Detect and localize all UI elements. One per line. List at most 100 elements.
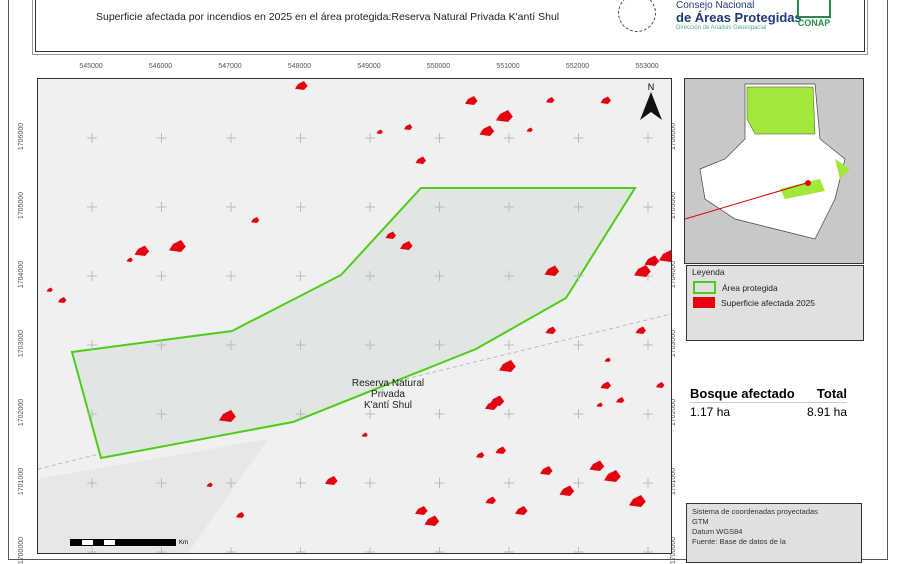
grid-cross <box>87 478 97 488</box>
burned-patch <box>415 506 428 515</box>
map-canvas <box>38 81 671 553</box>
logo-line2: de Áreas Protegidas <box>676 10 802 25</box>
grid-cross <box>504 271 514 281</box>
x-tick-label: 551000 <box>496 63 520 70</box>
scale-bar: Km <box>70 539 188 546</box>
x-tick-label: 548000 <box>287 63 312 70</box>
burned-patch <box>546 97 555 103</box>
logo-line3: Dirección de Análisis Geoespacial <box>676 25 767 31</box>
burned-patch <box>596 402 603 407</box>
coordinate-info: Sistema de coordenadas proyectadas GTM Dat… <box>686 503 862 563</box>
grid-cross <box>365 133 375 143</box>
grid-cross <box>573 547 584 553</box>
logo-line1: Consejo Nacional <box>676 0 755 11</box>
burned-patch <box>58 297 67 303</box>
grid-cross <box>87 409 97 419</box>
burned-patch <box>134 245 150 256</box>
grid-cross <box>156 340 167 350</box>
burned-patch <box>499 360 516 372</box>
grid-cross <box>156 409 167 419</box>
grid-cross <box>504 478 514 488</box>
protected-area-label: Reserva Natural Privada K'antí Shul <box>351 378 425 411</box>
burned-patch <box>659 250 671 262</box>
grid-cross <box>156 202 167 212</box>
y-tick-label: 1704000 <box>18 260 26 289</box>
burned-patch <box>385 231 396 239</box>
x-tick-label: 546000 <box>148 63 173 70</box>
north-arrow-icon <box>640 92 662 120</box>
burned-patch <box>600 381 611 389</box>
grid-cross <box>295 133 306 143</box>
grid-cross <box>226 478 236 488</box>
burned-patch <box>479 125 495 136</box>
burned-patch <box>644 255 660 266</box>
grid-cross <box>365 547 375 553</box>
grid-cross <box>504 202 514 212</box>
stat-header-affected: Bosque afectado <box>690 386 795 401</box>
grid-cross <box>226 202 236 212</box>
x-tick-label: 550000 <box>426 63 451 70</box>
burned-patch <box>295 81 308 90</box>
grid-cross <box>365 409 375 419</box>
burned-patch <box>400 241 413 250</box>
grid-cross <box>643 202 653 212</box>
stats-table: Bosque afectado Total 1.17 ha 8.91 ha <box>690 386 847 419</box>
burned-patch <box>604 470 621 482</box>
terrain-area <box>38 439 268 553</box>
y-tick-label: 1701000 <box>18 467 26 496</box>
grid-cross <box>365 271 375 281</box>
stat-header-total: Total <box>816 386 847 401</box>
grid-cross <box>434 202 445 212</box>
grid-cross <box>643 547 653 553</box>
grid-cross <box>226 271 236 281</box>
locator-map <box>684 78 864 264</box>
burned-patch <box>495 446 506 454</box>
grid-cross <box>87 202 97 212</box>
conap-logo-text: Consejo Nacional de Áreas Protegidas Dir… <box>676 0 802 32</box>
conap-logo: CONAP <box>795 0 833 30</box>
burned-patch <box>616 397 625 403</box>
burned-patch <box>515 506 528 515</box>
grid-cross <box>87 133 97 143</box>
burned-patch <box>600 96 611 104</box>
main-map[interactable]: Reserva Natural Privada K'antí Shul <box>37 78 672 554</box>
burned-patch <box>465 96 478 105</box>
grid-cross <box>295 202 306 212</box>
burned-patch <box>46 287 53 292</box>
grid-cross <box>434 271 445 281</box>
burned-patch <box>169 240 186 252</box>
burned-patch <box>544 265 560 276</box>
grid-cross <box>87 340 97 350</box>
grid-cross <box>295 478 306 488</box>
grid-cross <box>434 340 445 350</box>
conap-badge: CONAP <box>797 18 831 28</box>
burned-patch <box>325 476 338 485</box>
grid-cross <box>156 133 167 143</box>
grid-cross <box>226 547 236 553</box>
grid-cross <box>573 340 584 350</box>
burned-patch <box>206 482 213 487</box>
burned-patch <box>604 357 611 362</box>
x-tick-label: 545000 <box>79 63 103 70</box>
grid-cross <box>295 340 306 350</box>
y-tick-label: 1702000 <box>18 398 26 427</box>
grid-cross <box>573 478 584 488</box>
burned-patch <box>496 110 513 122</box>
grid-cross <box>504 547 514 553</box>
burned-patch <box>251 217 260 223</box>
grid-cross <box>434 133 445 143</box>
grid-cross <box>573 133 584 143</box>
x-tick-label: 547000 <box>218 63 242 70</box>
x-tick-label: 553000 <box>635 63 659 70</box>
grid-cross <box>643 133 653 143</box>
legend-item-protected: Área protegida <box>693 281 778 294</box>
burned-patch <box>236 512 245 518</box>
legend-title: Leyenda <box>692 267 725 277</box>
burned-patch <box>559 485 575 496</box>
grid-cross <box>643 409 653 419</box>
burned-patch <box>361 432 368 437</box>
grid-cross <box>643 340 653 350</box>
burned-patch <box>629 495 646 507</box>
grid-cross <box>573 409 584 419</box>
grid-cross <box>295 547 306 553</box>
